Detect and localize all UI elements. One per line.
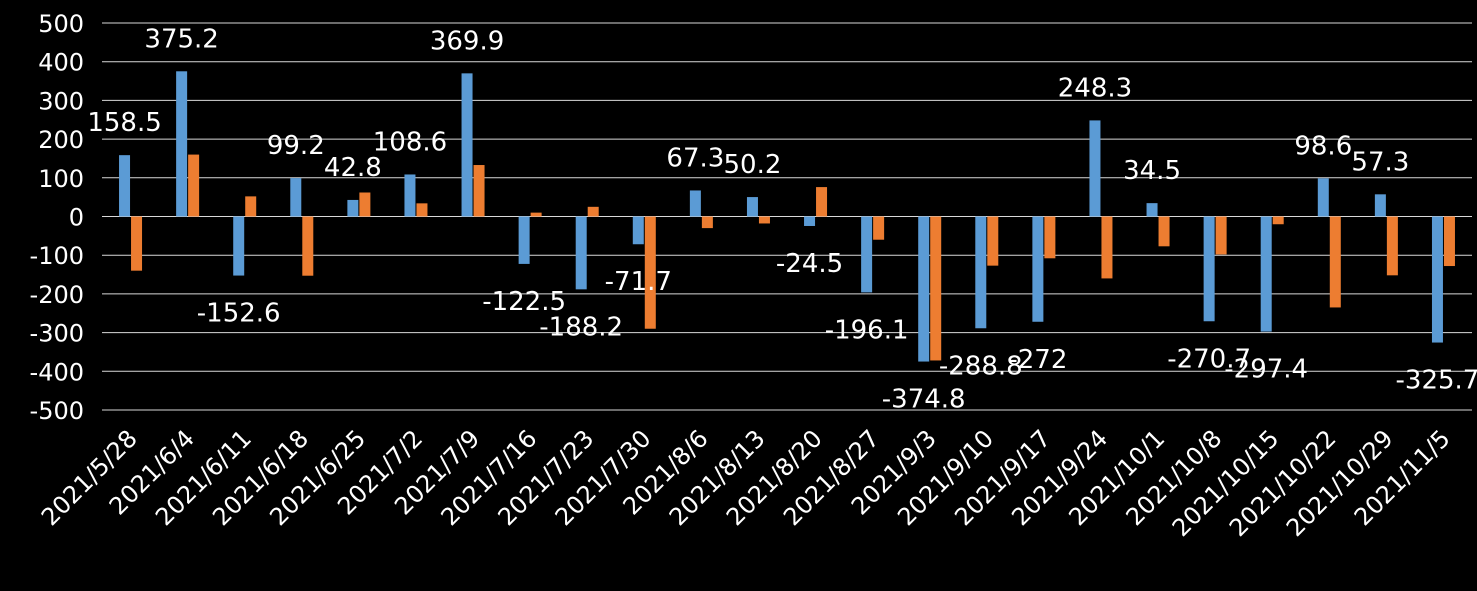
data-label: 248.3 [1058,73,1132,103]
bar-series-1 [404,174,416,217]
bar-series-1 [461,73,473,217]
data-label: 50.2 [724,150,782,180]
bar-series-1 [1032,216,1044,322]
bar-series-1 [1317,178,1329,217]
bar-series-1 [575,216,587,290]
bar-series-2 [359,192,371,217]
bar-series-2 [1044,216,1056,259]
data-label: 67.3 [666,143,724,173]
bar-series-2 [245,196,257,217]
y-tick-label: -300 [30,320,84,348]
bar-series-1 [1146,203,1158,217]
bar-series-2 [930,216,942,361]
bar-series-2 [1215,216,1227,255]
bar-series-2 [302,216,314,276]
data-label: 42.8 [324,153,382,183]
data-label: -325.7 [1396,366,1477,396]
bar-series-1 [1260,216,1272,332]
bar-series-2 [416,203,428,217]
bar-series-1 [290,178,302,217]
bar-series-1 [804,216,816,226]
y-tick-label: 400 [38,49,84,77]
data-label: 375.2 [144,24,218,54]
bar-series-1 [1203,216,1215,322]
bar-series-2 [1158,216,1170,247]
data-label: 98.6 [1294,131,1352,161]
bar-series-2 [987,216,999,266]
y-tick-label: 0 [69,204,84,232]
bar-series-2 [131,216,143,271]
bar-series-1 [233,216,245,276]
bar-series-1 [746,197,758,217]
bar-series-2 [1101,216,1113,279]
data-label: 158.5 [87,108,161,138]
bar-series-1 [1374,194,1386,217]
bar-series-2 [1329,216,1341,308]
bar-series-2 [1272,216,1284,225]
bar-series-2 [188,154,200,217]
bar-series-2 [758,216,770,224]
y-tick-label: -200 [30,281,84,309]
bar-series-2 [473,165,485,217]
bar-series-1 [1089,120,1101,217]
bar-series-1 [347,199,359,217]
data-label: -374.8 [882,385,966,415]
bar-series-2 [1386,216,1398,276]
bar-series-1 [1431,216,1443,343]
bar-series-1 [518,216,530,264]
bar-series-1 [632,216,644,245]
data-label: -122.5 [482,287,566,317]
data-label: 57.3 [1351,147,1409,177]
bar-series-2 [644,216,656,329]
data-label: -270.7 [1167,344,1251,374]
data-label: 369.9 [430,26,504,56]
y-tick-label: -400 [30,358,84,386]
bar-series-1 [176,71,188,217]
bar-series-1 [975,216,987,329]
bar-series-2 [816,187,828,217]
data-label: -288.8 [939,351,1023,381]
data-label: -196.1 [825,315,909,345]
bar-series-2 [873,216,885,240]
bar-series-2 [587,206,599,217]
bar-series-1 [119,155,131,217]
bar-series-2 [530,212,542,217]
y-tick-label: -500 [30,397,84,425]
bar-series-1 [918,216,930,362]
data-label: -71.7 [605,267,672,297]
bar-series-2 [1443,216,1455,267]
bar-series-2 [701,216,713,229]
data-label: 99.2 [267,131,325,161]
y-tick-label: -100 [30,242,84,270]
data-label: -24.5 [776,249,843,279]
y-tick-label: 500 [38,10,84,38]
y-tick-label: 100 [38,165,84,193]
data-label: 34.5 [1123,156,1181,186]
bar-series-1 [861,216,873,293]
data-label: -297.4 [1224,355,1308,385]
data-label: -152.6 [197,299,281,329]
y-tick-label: 200 [38,126,84,154]
data-label: -272 [1008,345,1067,375]
data-label: 108.6 [373,127,447,157]
data-label: -188.2 [539,312,623,342]
y-tick-label: 300 [38,87,84,115]
bar-series-1 [689,190,701,217]
